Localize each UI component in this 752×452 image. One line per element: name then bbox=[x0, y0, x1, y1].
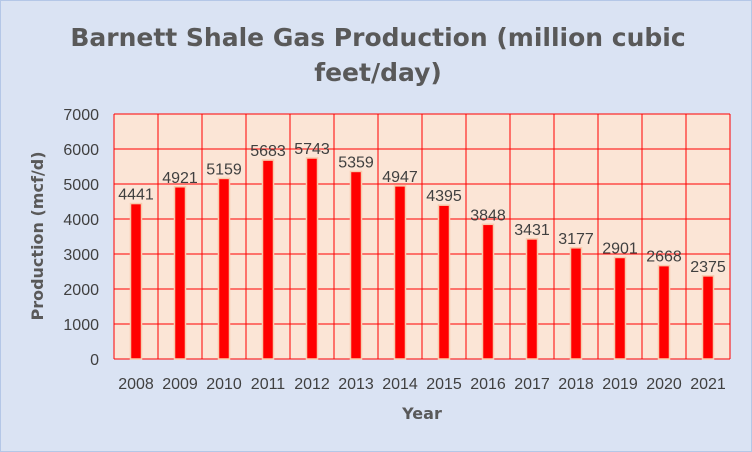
bar bbox=[173, 186, 187, 360]
bar bbox=[305, 157, 319, 360]
x-tick-label: 2016 bbox=[470, 376, 506, 393]
x-tick-label: 2017 bbox=[514, 376, 550, 393]
bar bbox=[569, 247, 583, 360]
data-labels: 4441 4921 5159 5683 5743 5359 4947 4395 3848 3431… bbox=[118, 141, 726, 276]
x-tick-label: 2019 bbox=[602, 376, 638, 393]
x-tick-label: 2020 bbox=[646, 376, 682, 393]
y-tick-label: 0 bbox=[90, 352, 99, 369]
y-axis-title: Production (mcf/d) bbox=[28, 151, 47, 320]
bar bbox=[613, 256, 627, 360]
bar bbox=[525, 238, 539, 360]
bar bbox=[437, 204, 451, 360]
bar bbox=[217, 177, 231, 360]
chart-title-line-2: feet/day) bbox=[314, 58, 442, 87]
data-label: 5359 bbox=[338, 154, 374, 171]
data-label: 2901 bbox=[602, 240, 638, 257]
x-tick-label: 2012 bbox=[294, 376, 330, 393]
bar bbox=[129, 202, 143, 360]
bar bbox=[481, 223, 495, 360]
y-tick-label: 6000 bbox=[63, 142, 99, 159]
data-label: 4395 bbox=[426, 188, 462, 205]
data-label: 4441 bbox=[118, 187, 154, 204]
x-tick-label: 2013 bbox=[338, 376, 374, 393]
data-label: 4947 bbox=[382, 169, 418, 186]
x-tick-label: 2011 bbox=[251, 376, 286, 393]
y-tick-label: 1000 bbox=[63, 317, 99, 334]
y-tick-label: 5000 bbox=[63, 177, 99, 194]
data-label: 5683 bbox=[250, 143, 286, 160]
data-label: 4921 bbox=[162, 170, 198, 187]
x-tick-label: 2018 bbox=[558, 376, 594, 393]
data-label: 2375 bbox=[690, 259, 726, 276]
data-label: 5159 bbox=[206, 161, 242, 178]
bar-series bbox=[129, 157, 715, 360]
x-tick-label: 2009 bbox=[162, 376, 198, 393]
data-label: 5743 bbox=[294, 141, 330, 158]
bar bbox=[701, 275, 715, 360]
y-tick-label: 2000 bbox=[63, 282, 99, 299]
bar bbox=[349, 170, 363, 360]
x-tick-label: 2010 bbox=[206, 376, 242, 393]
y-tick-label: 7000 bbox=[63, 107, 99, 124]
data-label: 3177 bbox=[558, 231, 594, 248]
data-label: 3848 bbox=[470, 207, 506, 224]
x-tick-label: 2008 bbox=[118, 376, 154, 393]
chart-title-line-1: Barnett Shale Gas Production (million cu… bbox=[70, 23, 685, 52]
x-axis-title: Year bbox=[401, 404, 442, 423]
bar bbox=[261, 159, 275, 360]
gridlines bbox=[113, 113, 731, 360]
y-tick-label: 4000 bbox=[63, 212, 99, 229]
bar bbox=[393, 185, 407, 360]
x-tick-label: 2021 bbox=[690, 376, 726, 393]
y-tick-label: 3000 bbox=[63, 247, 99, 264]
data-label: 2668 bbox=[646, 249, 682, 266]
bar bbox=[657, 264, 671, 360]
x-tick-label: 2014 bbox=[382, 376, 418, 393]
data-label: 3431 bbox=[514, 222, 550, 239]
y-axis-ticks: 0 1000 2000 3000 4000 5000 6000 7000 bbox=[63, 107, 99, 369]
x-tick-label: 2015 bbox=[426, 376, 462, 393]
x-axis-ticks: 2008 2009 2010 2011 2012 2013 2014 2015 2016 2017… bbox=[118, 376, 726, 393]
